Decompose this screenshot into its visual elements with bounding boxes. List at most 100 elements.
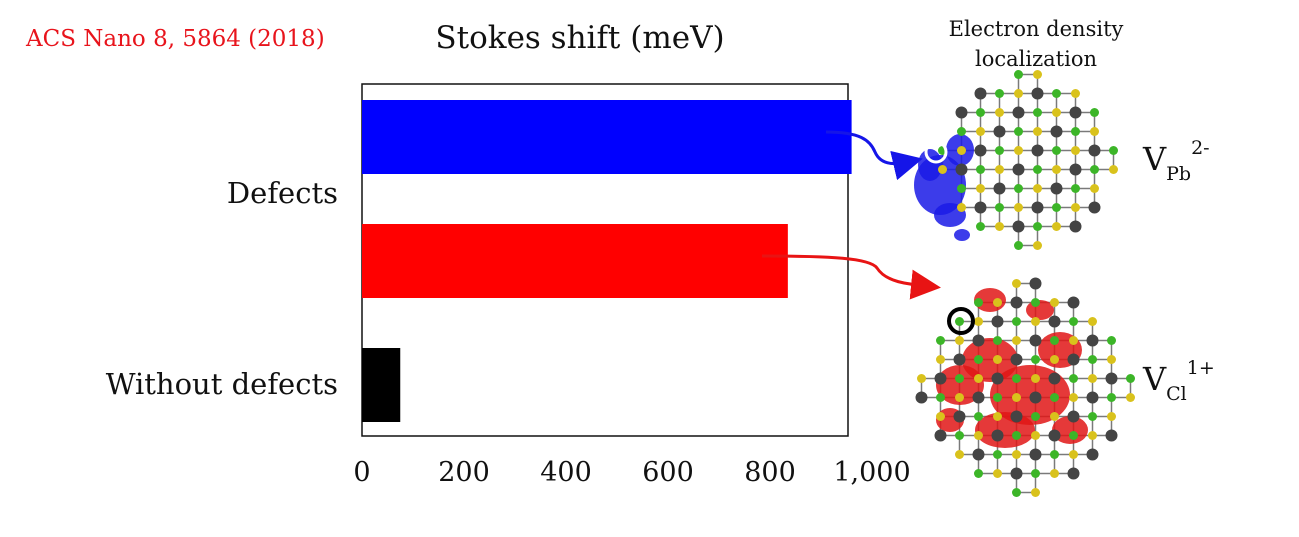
lattice-atom [995,222,1004,231]
x-tick-label-1: 200 [438,457,490,488]
lattice-atom [1050,336,1059,345]
lattice-atom [1050,450,1059,459]
lattice-atom [915,391,928,404]
lattice-atom [1069,336,1078,345]
lattice-atom [1033,108,1042,117]
lattice-atom [1031,317,1040,326]
lattice-atom [1014,127,1023,136]
lattice-atom [1031,412,1040,421]
lattice-atom [1071,203,1080,212]
lattice-atom [1031,374,1040,383]
lattice-atom [957,203,966,212]
lattice-atom [1033,241,1042,250]
lattice-atom [1012,393,1021,402]
lattice-atom [1052,222,1061,231]
bar-2 [362,348,401,422]
lattice-atom [1052,165,1061,174]
vpb-sup: 2- [1191,137,1210,159]
lattice-atom [976,184,985,193]
lattice-atom [1069,450,1078,459]
lattice-atom [1031,469,1040,478]
lattice-atom [1033,127,1042,136]
lattice-atom [1090,108,1099,117]
lattice-atom [1071,184,1080,193]
vacancy-ring [947,307,975,335]
lattice-atom [957,146,966,155]
lattice-atom [936,336,945,345]
lattice-atom [1033,184,1042,193]
lattice-atom [957,127,966,136]
x-tick-label-2: 400 [540,457,592,488]
lattice-atom [974,298,983,307]
lattice-atom [1029,277,1042,290]
density-blob [936,365,984,405]
lattice-atom [1031,144,1044,157]
lattice-atom [936,393,945,402]
vacancy-ring [924,140,948,164]
lattice-atom [972,391,985,404]
lattice-atom [1014,241,1023,250]
lattice-atom [1012,317,1021,326]
lattice-atom [1090,165,1099,174]
lattice-atom [974,412,983,421]
lattice-atom [1031,431,1040,440]
lattice-atom [1029,391,1042,404]
lattice-atom [1109,146,1118,155]
arrow-to-vcl [761,254,941,300]
lattice-atom [1014,70,1023,79]
lattice-atom [974,469,983,478]
vpb-sub: Pb [1166,163,1192,185]
lattice-atom [1086,334,1099,347]
crystal-structure-vpb [914,70,1118,250]
lattice-atom [995,203,1004,212]
electron-density-title: Electron density localization [900,14,1172,74]
density-blob [1052,416,1088,444]
lattice-atom [1067,353,1080,366]
lattice-atom [1107,393,1116,402]
lattice-atom [1050,412,1059,421]
vacancy-label-vpb: VPb 2- [1143,137,1210,185]
vcl-sub: Cl [1166,383,1187,405]
lattice-atom [1071,89,1080,98]
lattice-atom [1014,146,1023,155]
lattice-atom [1105,429,1118,442]
lattice-atom [955,450,964,459]
lattice-atom [1033,165,1042,174]
lattice-atom [1067,410,1080,423]
lattice-atom [1086,391,1099,404]
lattice-atom [1014,203,1023,212]
lattice-atom [1048,429,1061,442]
lattice-atom [1014,184,1023,193]
lattice-atom [955,163,968,176]
density-blob [1026,300,1054,320]
lattice-atom [1010,353,1023,366]
lattice-atom [976,165,985,174]
lattice-atom [1071,146,1080,155]
lattice-atom [1088,412,1097,421]
density-blob [918,149,942,181]
lattice-atom [995,89,1004,98]
lattice-atom [991,429,1004,442]
lattice-atom [955,317,964,326]
lattice-atom [934,429,947,442]
y-label-defects: Defects [226,176,338,210]
lattice-atom [1088,431,1097,440]
lattice-atom [1029,448,1042,461]
lattice-atom [1012,279,1021,288]
lattice-atom [976,222,985,231]
lattice-atom [1012,450,1021,459]
lattice-atom [1031,298,1040,307]
lattice-atom [991,372,1004,385]
lattice-atom [1069,220,1082,233]
lattice-atom [1033,70,1042,79]
lattice-atom [1069,163,1082,176]
lattice-atom [1050,469,1059,478]
lattice-atom [1014,89,1023,98]
density-blob [975,412,1035,448]
lattice-atom [974,317,983,326]
lattice-atom [1012,488,1021,497]
lattice-atom [1069,431,1078,440]
lattice-atom [974,144,987,157]
bar-1 [362,224,788,298]
